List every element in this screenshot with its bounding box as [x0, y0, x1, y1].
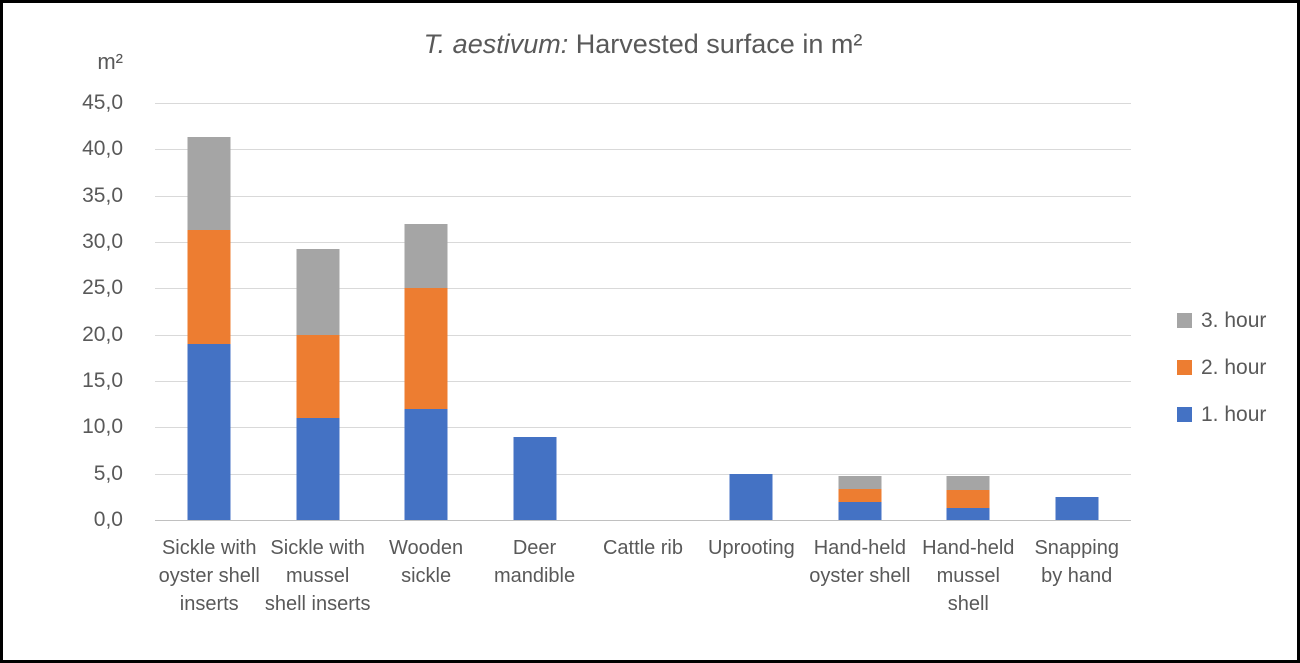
legend-swatch-icon-3-hour [1177, 313, 1192, 328]
x-axis-labels: Sickle with oyster shell inserts Sickle w… [155, 534, 1131, 618]
category-slot-hand-held-oyster-shell [806, 103, 914, 520]
x-tick-label-wooden-sickle: Wooden sickle [389, 537, 464, 587]
chart-title-text: Harvested surface in m² [568, 29, 863, 59]
gridline [155, 334, 1131, 336]
gridline [155, 103, 1131, 104]
y-tick-label-0: 0,0 [93, 508, 123, 531]
legend-label-1-hour: 1. hour [1201, 402, 1267, 426]
category-slot-deer-mandible [480, 103, 588, 520]
y-tick-label-25: 25,0 [82, 276, 123, 300]
bar-segment-2-hour-hand-held-mussel-shell [946, 490, 990, 508]
y-tick-label-40: 40,0 [82, 137, 123, 161]
y-tick-label-45: 45,0 [82, 91, 123, 114]
category-slot-uprooting [697, 103, 805, 520]
bar-stack-hand-held-oyster-shell [838, 476, 882, 520]
bar-segment-2-hour-wooden-sickle [404, 288, 448, 409]
bar-segment-3-hour-wooden-sickle [404, 223, 448, 289]
gridline [155, 195, 1131, 197]
category-slot-sickle-with-oyster-shell-inserts [155, 103, 263, 520]
bar-segment-1-hour-sickle-with-oyster-shell-inserts [187, 343, 231, 520]
bar-stack-uprooting [729, 473, 773, 520]
category-slot-hand-held-mussel-shell [914, 103, 1022, 520]
bar-segment-3-hour-hand-held-mussel-shell [946, 476, 990, 491]
gridline [155, 427, 1131, 429]
legend-item-3-hour: 3. hour [1177, 297, 1266, 344]
x-axis-line [155, 520, 1131, 521]
bar-stack-wooden-sickle [404, 223, 448, 520]
gridline [155, 149, 1131, 151]
bar-segment-1-hour-uprooting [729, 473, 773, 520]
bar-segment-1-hour-sickle-with-mussel-shell-inserts [296, 418, 340, 520]
bar-stack-hand-held-mussel-shell [946, 476, 990, 520]
x-tick-label-sickle-with-oyster-shell-inserts: Sickle with oyster shell inserts [158, 537, 260, 615]
bar-segment-2-hour-sickle-with-oyster-shell-inserts [187, 229, 231, 344]
bar-segment-1-hour-wooden-sickle [404, 408, 448, 520]
gridline [155, 473, 1131, 475]
x-tick-label-hand-held-mussel-shell: Hand-held mussel shell [922, 537, 1015, 615]
y-tick-label-5: 5,0 [93, 461, 123, 485]
x-tick-label-deer-mandible: Deer mandible [493, 537, 576, 587]
category-slot-sickle-with-mussel-shell-inserts [263, 103, 371, 520]
x-tick-label-hand-held-oyster-shell: Hand-held oyster shell [809, 537, 911, 587]
legend-item-1-hour: 1. hour [1177, 391, 1266, 438]
gridline [155, 288, 1131, 290]
bar-segment-3-hour-sickle-with-oyster-shell-inserts [187, 137, 231, 230]
x-tick-label-cattle-rib: Cattle rib [602, 537, 683, 559]
bars-container [155, 103, 1131, 520]
chart-title-species: T. aestivum: [423, 29, 569, 59]
legend-label-3-hour: 3. hour [1201, 308, 1267, 332]
y-tick-label-20: 20,0 [82, 322, 123, 346]
bar-stack-sickle-with-mussel-shell-inserts [296, 248, 340, 520]
bar-segment-2-hour-sickle-with-mussel-shell-inserts [296, 334, 340, 419]
x-tick-label-sickle-with-mussel-shell-inserts: Sickle with mussel shell inserts [264, 537, 371, 615]
x-tick-label-snapping-by-hand: Snapping by hand [1034, 537, 1119, 587]
y-tick-label-10: 10,0 [82, 415, 123, 439]
category-slot-snapping-by-hand [1023, 103, 1131, 520]
bar-segment-1-hour-hand-held-mussel-shell [946, 507, 990, 520]
gridline [155, 381, 1131, 382]
bar-segment-3-hour-sickle-with-mussel-shell-inserts [296, 248, 340, 335]
category-slot-wooden-sickle [372, 103, 480, 520]
legend-label-2-hour: 2. hour [1201, 355, 1267, 379]
gridline [155, 242, 1131, 243]
bar-stack-deer-mandible [513, 436, 557, 520]
bar-segment-1-hour-hand-held-oyster-shell [838, 502, 882, 520]
plot-area [155, 103, 1131, 521]
legend: 3. hour 2. hour 1. hour [1177, 297, 1266, 438]
bar-segment-2-hour-hand-held-oyster-shell [838, 488, 882, 503]
legend-item-2-hour: 2. hour [1177, 344, 1266, 391]
x-tick-label-uprooting: Uprooting [708, 537, 795, 559]
legend-swatch-icon-2-hour [1177, 360, 1192, 375]
category-slot-cattle-rib [589, 103, 697, 520]
chart-title: T. aestivum: Harvested surface in m² [3, 29, 1283, 60]
bar-stack-snapping-by-hand [1055, 496, 1099, 520]
y-tick-label-30: 30,0 [82, 230, 123, 253]
y-axis-unit-label: m² [97, 49, 123, 74]
legend-swatch-icon-1-hour [1177, 407, 1192, 422]
bar-segment-3-hour-hand-held-oyster-shell [838, 476, 882, 489]
y-tick-label-35: 35,0 [82, 183, 123, 207]
y-tick-label-15: 15,0 [82, 369, 123, 392]
bar-stack-sickle-with-oyster-shell-inserts [187, 137, 231, 520]
bar-segment-1-hour-deer-mandible [513, 436, 557, 520]
bar-segment-1-hour-snapping-by-hand [1055, 496, 1099, 520]
